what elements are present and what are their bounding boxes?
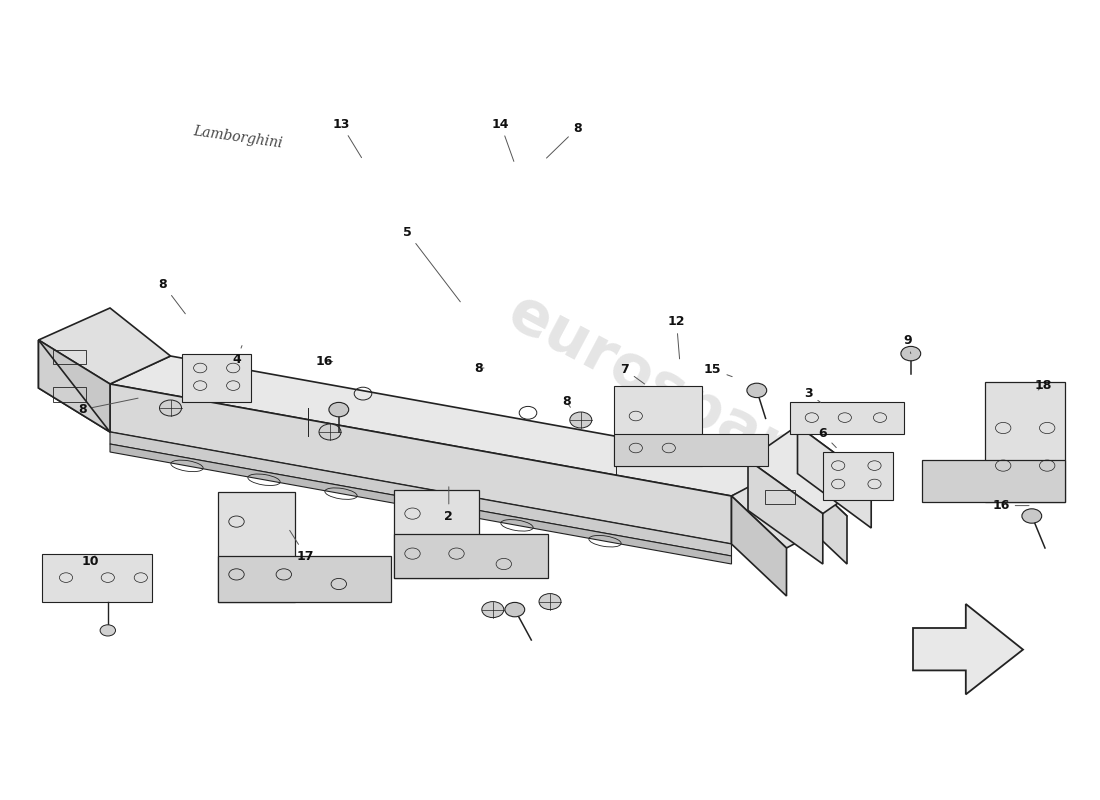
- Text: 8: 8: [78, 398, 139, 416]
- Polygon shape: [110, 444, 732, 564]
- Circle shape: [1022, 509, 1042, 523]
- Polygon shape: [748, 460, 823, 564]
- Polygon shape: [39, 340, 110, 432]
- Circle shape: [747, 383, 767, 398]
- Text: 6: 6: [818, 427, 836, 448]
- Circle shape: [505, 602, 525, 617]
- Polygon shape: [823, 452, 893, 500]
- Text: 8: 8: [547, 122, 582, 158]
- Polygon shape: [110, 432, 732, 556]
- Circle shape: [160, 400, 182, 416]
- Circle shape: [901, 346, 921, 361]
- Text: 16: 16: [992, 499, 1028, 512]
- Text: 8: 8: [562, 395, 571, 408]
- Text: a passion for parts since 1985: a passion for parts since 1985: [553, 451, 800, 533]
- Polygon shape: [42, 554, 152, 602]
- Text: 15: 15: [704, 363, 733, 377]
- Text: 13: 13: [332, 118, 362, 158]
- Text: 4: 4: [232, 346, 242, 366]
- Polygon shape: [182, 354, 251, 402]
- Text: 12: 12: [668, 315, 685, 359]
- Polygon shape: [913, 604, 1023, 694]
- Polygon shape: [218, 492, 295, 602]
- Polygon shape: [790, 402, 904, 434]
- Polygon shape: [984, 382, 1065, 502]
- Polygon shape: [732, 496, 786, 596]
- Polygon shape: [218, 556, 390, 602]
- Text: 16: 16: [316, 355, 333, 368]
- Text: 8: 8: [158, 278, 185, 314]
- Polygon shape: [110, 384, 732, 544]
- Polygon shape: [614, 386, 702, 466]
- Circle shape: [482, 602, 504, 618]
- Polygon shape: [394, 534, 548, 578]
- Text: Lamborghini: Lamborghini: [192, 125, 284, 151]
- Text: 10: 10: [81, 555, 99, 568]
- Text: 8: 8: [474, 362, 484, 374]
- Polygon shape: [39, 308, 170, 384]
- Circle shape: [329, 402, 349, 417]
- Text: 9: 9: [903, 334, 912, 354]
- Text: 14: 14: [492, 118, 514, 162]
- Circle shape: [539, 594, 561, 610]
- Circle shape: [319, 424, 341, 440]
- Polygon shape: [748, 426, 871, 514]
- Text: 7: 7: [620, 363, 645, 384]
- Text: 3: 3: [804, 387, 821, 402]
- Polygon shape: [922, 460, 1065, 502]
- Polygon shape: [798, 426, 871, 528]
- Circle shape: [570, 412, 592, 428]
- Text: 18: 18: [1034, 379, 1052, 392]
- Polygon shape: [732, 464, 847, 548]
- Text: eurospares: eurospares: [497, 283, 867, 517]
- Text: 5: 5: [403, 226, 460, 302]
- Text: 2: 2: [444, 486, 453, 522]
- Circle shape: [100, 625, 116, 636]
- Polygon shape: [614, 434, 768, 466]
- Polygon shape: [394, 490, 478, 578]
- Polygon shape: [39, 340, 110, 432]
- Text: 17: 17: [289, 530, 315, 562]
- Polygon shape: [110, 356, 792, 496]
- Polygon shape: [792, 464, 847, 564]
